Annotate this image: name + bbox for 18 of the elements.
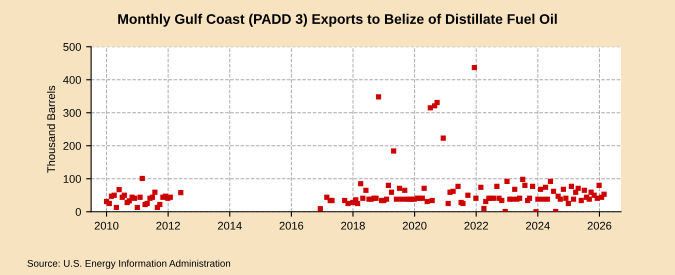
chart-title: Monthly Gulf Coast (PADD 3) Exports to Belize of Distillate Fuel Oil — [118, 14, 557, 27]
y-axis-title: Thousand Barrels — [46, 86, 56, 173]
x-tick-label: 2014 — [218, 222, 242, 230]
x-tick-label: 2022 — [464, 222, 488, 230]
y-tick-label: 200 — [63, 142, 81, 150]
x-tick-label: 2012 — [156, 222, 180, 230]
x-tick-label: 2026 — [588, 222, 612, 230]
y-tick-label: 100 — [64, 175, 81, 183]
x-tick-label: 2010 — [94, 222, 118, 230]
x-tick-label: 2018 — [341, 222, 365, 230]
y-tick-label: 400 — [63, 76, 81, 84]
source-note: Source: U.S. Energy Information Administration — [27, 260, 230, 269]
x-tick-label: 2024 — [526, 222, 550, 230]
y-tick-label: 0 — [76, 208, 81, 216]
x-tick-label: 2020 — [402, 222, 427, 230]
x-tick-label: 2016 — [280, 222, 304, 230]
y-tick-label: 300 — [63, 109, 81, 117]
y-tick-label: 500 — [63, 43, 81, 51]
